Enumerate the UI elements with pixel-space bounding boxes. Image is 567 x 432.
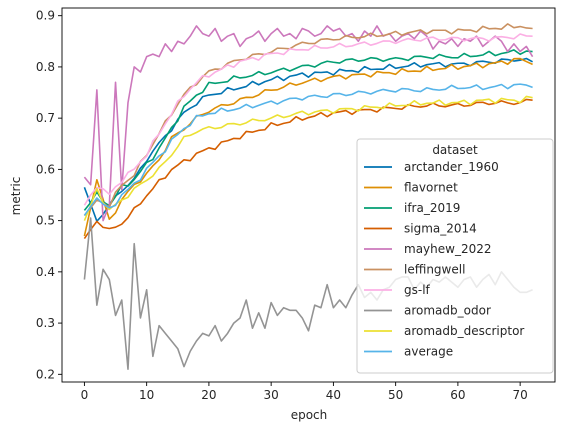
x-axis-ticks: 0 10 20 30 40 50 60 70 <box>81 382 528 402</box>
x-tick-label: 20 <box>201 388 216 402</box>
series-line-aromadb_descriptor <box>83 95 533 221</box>
x-tick-label: 10 <box>139 388 154 402</box>
series-line-arctander_1960 <box>83 57 533 222</box>
x-axis-label: epoch <box>291 408 328 422</box>
y-axis-ticks: 0.2 0.3 0.4 0.5 0.6 0.7 0.8 0.9 <box>36 9 62 381</box>
y-tick-label: 0.5 <box>36 214 55 228</box>
x-tick-label: 70 <box>513 388 528 402</box>
legend-label-aromadb_odor: aromadb_odor <box>404 304 491 318</box>
y-axis-label: metric <box>9 177 23 216</box>
legend-label-leffingwell: leffingwell <box>404 263 465 277</box>
legend-entries: arctander_1960 flavornet ifra_2019 sigma_20… <box>364 160 524 359</box>
y-tick-label: 0.4 <box>36 265 55 279</box>
legend: dataset arctander_1960 flavornet ifra_2019… <box>356 138 554 374</box>
x-tick-label: 50 <box>388 388 403 402</box>
series-line-sigma_2014 <box>83 98 533 240</box>
x-tick-label: 30 <box>264 388 279 402</box>
series-line-ifra_2019 <box>83 49 533 211</box>
legend-label-arctander_1960: arctander_1960 <box>404 160 499 174</box>
y-tick-label: 0.6 <box>36 162 55 176</box>
y-tick-label: 0.9 <box>36 9 55 23</box>
y-tick-label: 0.8 <box>36 60 55 74</box>
series-line-average <box>83 83 533 216</box>
y-tick-label: 0.3 <box>36 316 55 330</box>
legend-label-aromadb_descriptor: aromadb_descriptor <box>404 324 524 338</box>
x-tick-label: 40 <box>326 388 341 402</box>
x-tick-label: 0 <box>81 388 89 402</box>
series-line-gs-lf <box>83 33 533 206</box>
legend-label-sigma_2014: sigma_2014 <box>404 222 477 236</box>
series-line-flavornet <box>83 57 533 237</box>
legend-frame <box>356 138 554 374</box>
legend-label-average: average <box>404 345 453 359</box>
x-tick-label: 60 <box>450 388 465 402</box>
y-tick-label: 0.7 <box>36 111 55 125</box>
legend-label-ifra_2019: ifra_2019 <box>404 201 460 215</box>
legend-label-gs-lf: gs-lf <box>404 283 431 297</box>
y-tick-label: 0.2 <box>36 367 55 381</box>
legend-label-flavornet: flavornet <box>404 181 458 195</box>
legend-label-mayhew_2022: mayhew_2022 <box>404 242 492 256</box>
legend-title: dataset <box>432 143 478 157</box>
series-line-mayhew_2022 <box>83 25 534 222</box>
